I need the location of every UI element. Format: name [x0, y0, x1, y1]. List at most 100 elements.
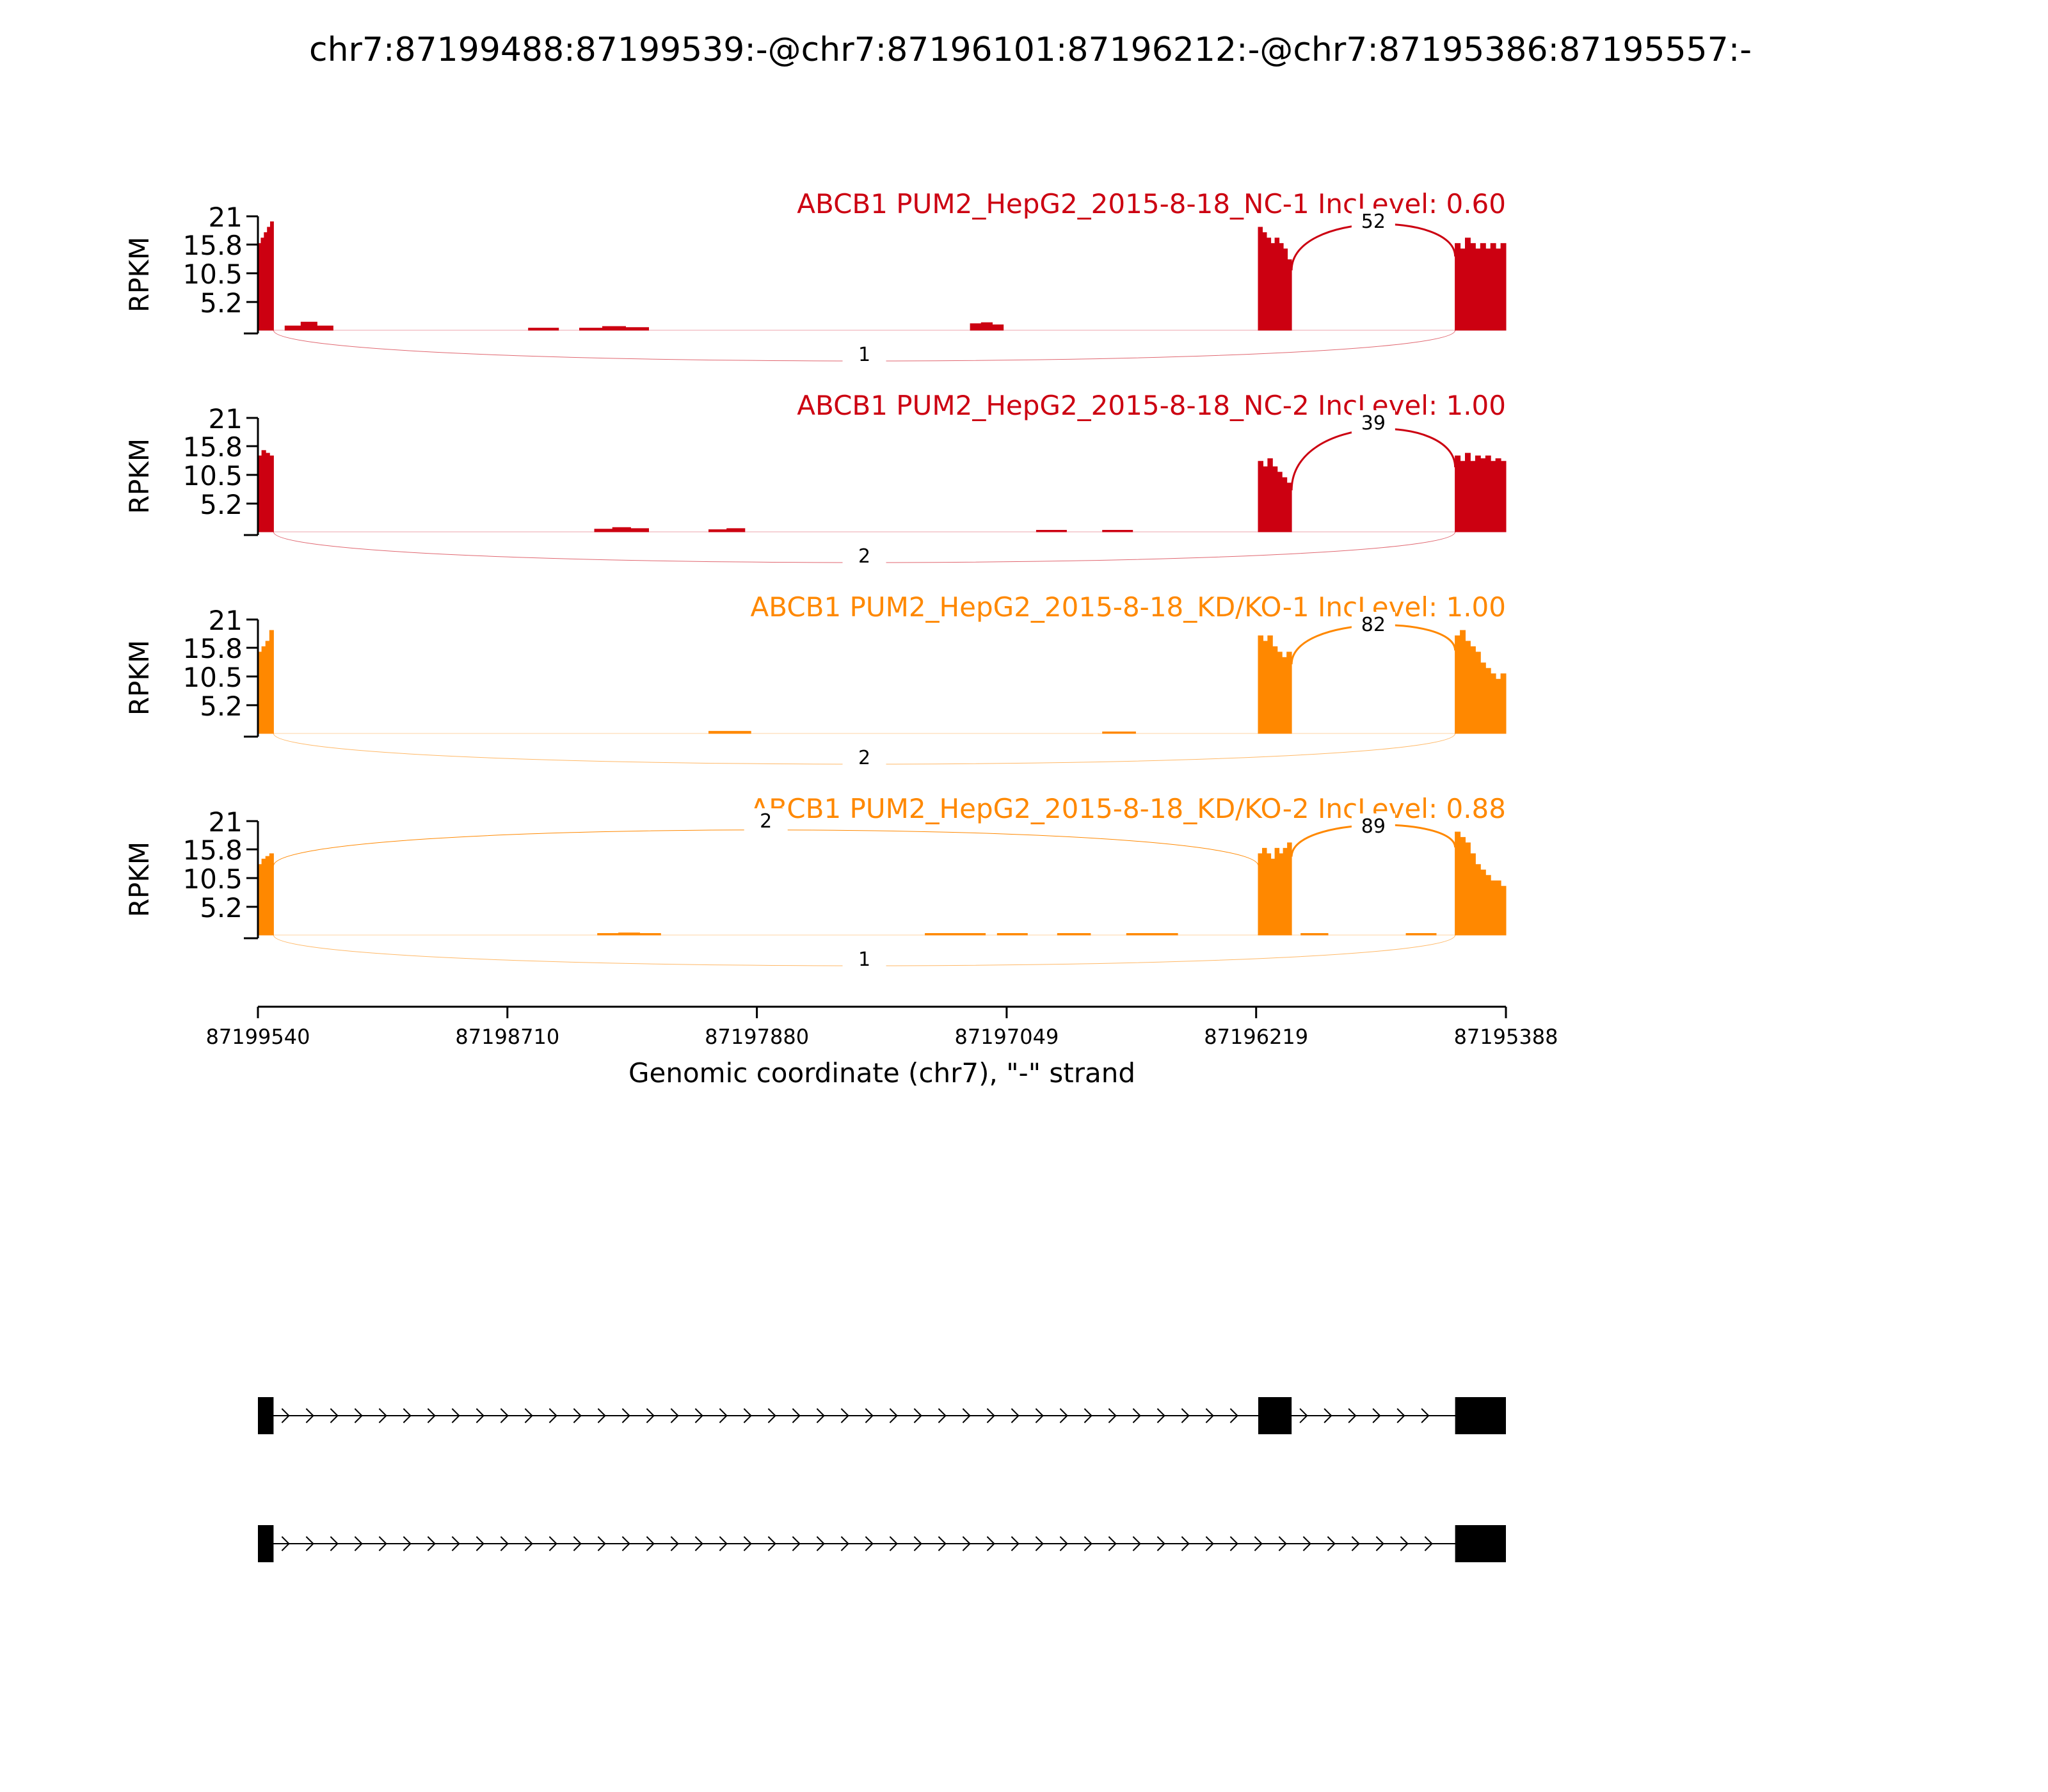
coverage-segment-1 — [257, 221, 274, 331]
junction-label-bg — [1351, 813, 1395, 836]
exon-block — [1455, 1525, 1506, 1562]
strand-chevron — [1132, 1408, 1141, 1423]
strand-chevron — [451, 1408, 460, 1423]
strand-chevron — [986, 1536, 995, 1551]
coverage-segment-7 — [1455, 237, 1507, 331]
junction-arc — [1290, 428, 1457, 491]
strand-chevron — [1254, 1536, 1263, 1551]
y-axis-label: RPKM — [124, 237, 155, 312]
coverage-segment-3 — [925, 933, 986, 936]
strand-chevron — [281, 1536, 290, 1551]
strand-chevron — [1372, 1408, 1381, 1423]
strand-chevron — [1396, 1408, 1405, 1423]
coverage-segment-6 — [1126, 933, 1178, 936]
strand-chevron — [500, 1536, 509, 1551]
strand-chevron — [938, 1536, 947, 1551]
junction-label: 89 — [1361, 815, 1386, 838]
strand-chevron — [1059, 1536, 1068, 1551]
coverage-segment-7 — [1258, 842, 1292, 936]
strand-chevron — [1278, 1536, 1287, 1551]
strand-chevron — [1348, 1408, 1357, 1423]
strand-chevron — [1400, 1536, 1409, 1551]
strand-chevron — [451, 1536, 460, 1551]
y-tick-label: 10.5 — [182, 259, 243, 290]
strand-chevron — [330, 1408, 339, 1423]
strand-chevron — [646, 1408, 655, 1423]
junction-label-bg — [842, 947, 886, 970]
y-tick-label: 10.5 — [182, 863, 243, 895]
strand-chevron — [1424, 1536, 1433, 1551]
coverage-segment-5 — [1057, 933, 1091, 936]
strand-chevron — [816, 1408, 825, 1423]
junction-arc — [273, 829, 1259, 866]
y-axis: 5.210.515.821 RPKM — [124, 403, 259, 536]
coverage-segment-5 — [970, 322, 1004, 331]
strand-chevron — [1011, 1536, 1020, 1551]
strand-chevron — [1205, 1408, 1214, 1423]
coverage-segment-2 — [597, 932, 661, 936]
track-2: 5.210.515.821 RPKM ABCB1 PUM2_HepG2_2015-8… — [124, 390, 1507, 568]
strand-chevron — [865, 1536, 874, 1551]
track-1: 5.210.515.821 RPKM ABCB1 PUM2_HepG2_2015-8… — [124, 188, 1507, 366]
y-tick-label: 21 — [209, 202, 243, 233]
y-axis-label: RPKM — [124, 842, 155, 917]
x-tick-label: 87195388 — [1454, 1025, 1558, 1049]
junction-label-bg — [1351, 612, 1395, 635]
strand-chevron — [1035, 1536, 1044, 1551]
y-tick-label: 5.2 — [200, 892, 243, 924]
coverage-segment-9 — [1405, 933, 1437, 936]
strand-chevron — [913, 1536, 922, 1551]
x-axis-label: Genomic coordinate (chr7), "-" strand — [628, 1057, 1135, 1089]
strand-chevron — [646, 1536, 655, 1551]
strand-chevron — [913, 1408, 922, 1423]
coverage-segment-10 — [1455, 831, 1507, 936]
strand-chevron — [767, 1536, 776, 1551]
junction-label: 2 — [858, 747, 870, 769]
y-tick-label: 5.2 — [200, 691, 243, 722]
y-tick-label: 21 — [209, 605, 243, 636]
strand-chevron — [1132, 1536, 1141, 1551]
strand-chevron — [962, 1536, 971, 1551]
y-axis-label: RPKM — [124, 640, 155, 716]
y-axis: 5.210.515.821 RPKM — [124, 806, 259, 940]
strand-chevron — [840, 1536, 849, 1551]
exon-block — [1455, 1397, 1506, 1434]
coverage-segment-3 — [1102, 732, 1136, 734]
strand-chevron — [670, 1408, 679, 1423]
strand-chevron — [1181, 1408, 1190, 1423]
strand-chevron — [403, 1536, 412, 1551]
coverage-segment-4 — [1036, 530, 1067, 532]
strand-chevron — [548, 1408, 557, 1423]
x-tick-label: 87197049 — [954, 1025, 1059, 1049]
strand-chevron — [330, 1536, 339, 1551]
isoform-inclusion — [258, 1397, 1506, 1434]
junction-label: 1 — [858, 344, 870, 366]
strand-chevron — [1035, 1408, 1044, 1423]
x-axis: 87199540 87198710 87197880 87197049 87196219… — [206, 1005, 1558, 1089]
strand-chevron — [597, 1536, 606, 1551]
strand-chevron — [1108, 1408, 1117, 1423]
junction-label: 39 — [1361, 412, 1386, 435]
strand-chevron — [427, 1408, 436, 1423]
coverage-segment-2 — [284, 321, 333, 331]
junction-label-bg — [842, 543, 886, 566]
coverage-segment-3 — [708, 528, 746, 532]
strand-chevron — [962, 1408, 971, 1423]
coverage-segment-2 — [708, 731, 751, 734]
strand-chevron — [1302, 1536, 1311, 1551]
strand-chevron — [743, 1408, 752, 1423]
coverage-segment-6 — [1258, 227, 1292, 331]
strand-chevron — [889, 1536, 898, 1551]
strand-chevron — [1059, 1408, 1068, 1423]
coverage-segment-3 — [528, 328, 559, 331]
strand-chevron — [354, 1408, 363, 1423]
strand-chevron — [1421, 1408, 1430, 1423]
strand-chevron — [694, 1536, 703, 1551]
strand-chevron — [816, 1536, 825, 1551]
strand-chevron — [305, 1408, 314, 1423]
strand-chevron — [427, 1536, 436, 1551]
exon-block — [258, 1397, 274, 1434]
x-tick-label: 87199540 — [206, 1025, 310, 1049]
